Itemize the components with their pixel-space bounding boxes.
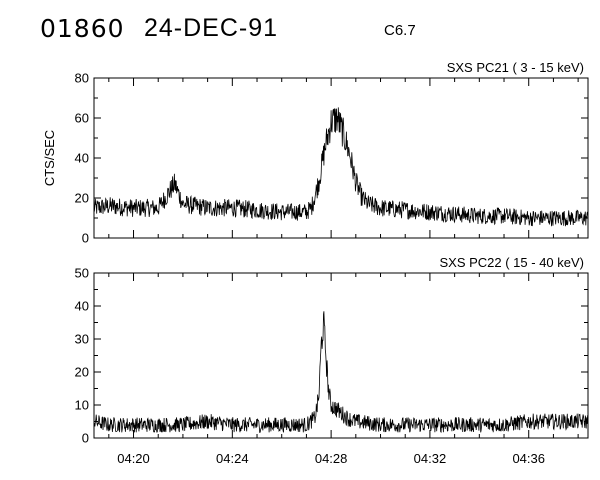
y-tick-label: 40	[75, 299, 89, 314]
series-line-pc21	[93, 107, 589, 227]
flare-class: C6.7	[384, 22, 416, 39]
series-line-pc22	[93, 311, 589, 433]
y-axis-label: CTS/SEC	[42, 130, 57, 186]
y-tick-label: 0	[82, 231, 89, 246]
y-tick-label: 80	[75, 71, 89, 86]
chart-panel-pc22: 0 10 20 30 40 50 04:20 04:24 04:28 04:32 04:36 SXS …	[75, 255, 589, 466]
panel-title: SXS PC21 ( 3 - 15 keV)	[447, 60, 584, 75]
x-tick-label: 04:36	[512, 451, 545, 466]
event-id: 01860	[40, 14, 125, 43]
y-tick-label: 50	[75, 266, 89, 281]
x-tick-label: 04:32	[414, 451, 447, 466]
y-tick-label: 40	[75, 151, 89, 166]
event-date: 24-DEC-91	[144, 14, 279, 42]
y-tick-label: 20	[75, 365, 89, 380]
y-tick-label: 0	[82, 431, 89, 446]
panel-title: SXS PC22 ( 15 - 40 keV)	[439, 255, 584, 270]
y-tick-label: 60	[75, 111, 89, 126]
x-tick-label: 04:20	[117, 451, 150, 466]
x-tick-label: 04:24	[216, 451, 249, 466]
x-tick-label: 04:28	[315, 451, 348, 466]
y-tick-label: 30	[75, 332, 89, 347]
y-tick-label: 10	[75, 398, 89, 413]
y-tick-label: 20	[75, 191, 89, 206]
chart-panel-pc21: 0 20 40 60 80 SXS PC21 ( 3 - 15 keV) CTS/SEC	[42, 60, 589, 246]
